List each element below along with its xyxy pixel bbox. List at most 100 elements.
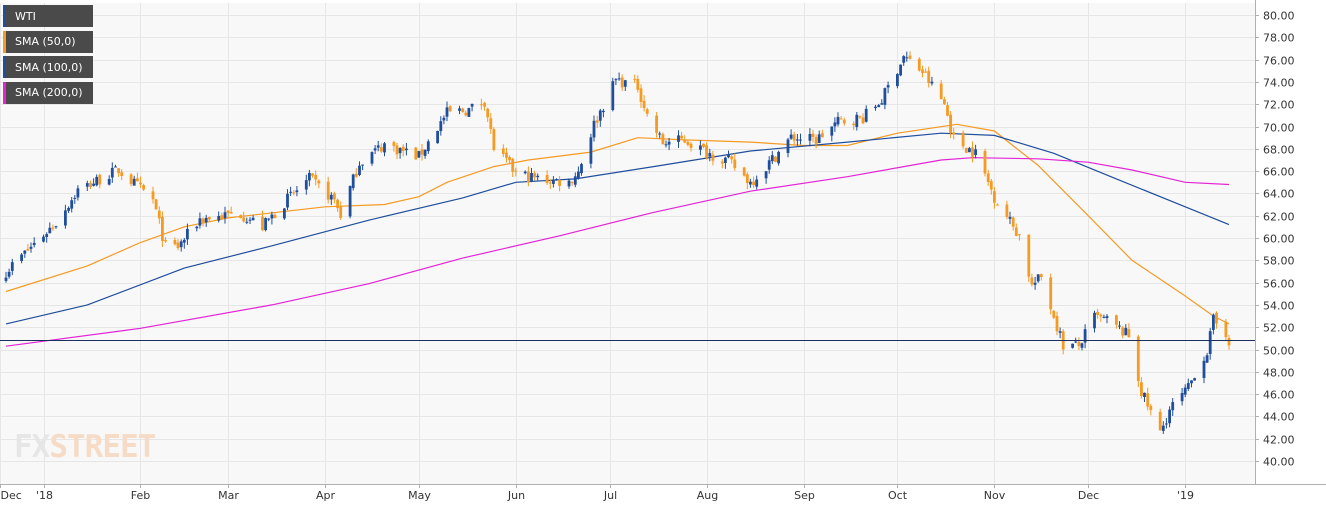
candle-body (45, 234, 49, 237)
candle-body (530, 173, 533, 181)
candle-body (110, 167, 114, 178)
candle-body (939, 83, 943, 100)
candle-body (1227, 338, 1231, 346)
legend-item-sma-100[interactable]: SMA (100,0) (3, 56, 93, 78)
candle-body (733, 159, 737, 169)
candle-body (702, 143, 705, 148)
candle-body (501, 148, 505, 154)
candle-body (1102, 316, 1106, 318)
candle-body (1171, 402, 1175, 411)
candle-body (445, 107, 449, 117)
candle-body (1039, 274, 1043, 277)
y-tick-label: 52.00 (1263, 322, 1295, 335)
x-tick-label: Feb (131, 489, 150, 502)
candle-body (85, 183, 89, 187)
y-tick-label: 68.00 (1263, 144, 1295, 157)
candle-body (220, 215, 224, 220)
candle-body (436, 131, 439, 144)
x-tick-label: Dec (1078, 489, 1099, 502)
legend-swatch (3, 81, 6, 104)
candle-body (283, 208, 286, 219)
y-tick-label: 76.00 (1263, 55, 1295, 68)
candle-body (304, 180, 308, 190)
candle-body (1146, 393, 1150, 407)
sma-line-500 (5, 123, 1230, 325)
candle-body (1049, 277, 1053, 310)
candle-body (201, 218, 205, 223)
candle-body (64, 210, 67, 226)
candle-body (317, 180, 321, 184)
candle-body (70, 200, 74, 209)
legend-item-sma-200[interactable]: SMA (200,0) (3, 81, 93, 104)
candle-body (20, 254, 23, 261)
candle-body (420, 149, 424, 155)
x-tick-label: Oct (888, 489, 908, 502)
candle-body (326, 181, 330, 200)
candle-body (523, 171, 527, 174)
candle-body (902, 56, 906, 63)
candle-body (1080, 343, 1084, 348)
candle-body (182, 239, 186, 243)
y-tick-label: 78.00 (1263, 32, 1295, 45)
candle-body (573, 176, 577, 185)
candle-body (1058, 331, 1062, 333)
candle-body (943, 99, 946, 105)
candle-body (552, 179, 555, 184)
candle-body (1011, 217, 1015, 227)
candle-body (877, 105, 881, 108)
candle-body (570, 181, 574, 184)
candle-body (952, 132, 956, 135)
candle-body (4, 277, 8, 281)
candle-body (792, 134, 796, 141)
candle-body (1055, 316, 1059, 332)
y-tick-label: 60.00 (1263, 233, 1295, 246)
candle-body (1205, 355, 1209, 363)
y-tick-label: 40.00 (1263, 456, 1295, 469)
candle-body (683, 140, 687, 143)
candle-body (730, 156, 734, 160)
candle-body (464, 112, 468, 116)
y-tick-label: 62.00 (1263, 211, 1295, 224)
candle-body (589, 137, 593, 164)
y-tick-label: 50.00 (1263, 345, 1295, 358)
candle-body (961, 132, 965, 147)
candle-body (151, 191, 155, 200)
candle-body (1165, 423, 1168, 425)
candle-body (132, 178, 136, 186)
candle-body (195, 226, 199, 229)
candle-body (861, 117, 865, 124)
candle-body (770, 155, 774, 162)
candle-body (1224, 321, 1228, 338)
candle-body (799, 139, 802, 141)
candle-body (1193, 378, 1196, 381)
candle-body (611, 81, 615, 110)
candle-body (1143, 392, 1146, 397)
candle-body (129, 174, 133, 185)
y-tick-label: 74.00 (1263, 77, 1295, 90)
candle-body (664, 144, 668, 146)
candle-body (261, 216, 264, 231)
candle-body (633, 78, 637, 80)
candle-body (971, 147, 974, 157)
candle-body (67, 208, 70, 211)
candle-body (767, 160, 771, 170)
candle-body (949, 114, 952, 134)
candle-body (592, 120, 596, 138)
candle-body (1140, 382, 1143, 396)
candle-body (645, 109, 649, 114)
y-tick-label: 56.00 (1263, 278, 1295, 291)
legend-item-sma-50[interactable]: SMA (50,0) (3, 30, 93, 53)
candle-body (423, 149, 427, 156)
candle-body (289, 191, 292, 193)
candle-body (874, 106, 877, 109)
candle-body (383, 143, 386, 153)
candle-body (198, 218, 202, 226)
legend-label: SMA (100,0) (15, 60, 83, 74)
candle-body (727, 155, 730, 158)
candle-body (54, 226, 58, 228)
candle-body (749, 181, 752, 185)
candle-body (536, 175, 540, 178)
candle-body (295, 190, 299, 193)
candle-body (1158, 411, 1162, 431)
legend-item-wti[interactable]: WTI (3, 5, 93, 27)
